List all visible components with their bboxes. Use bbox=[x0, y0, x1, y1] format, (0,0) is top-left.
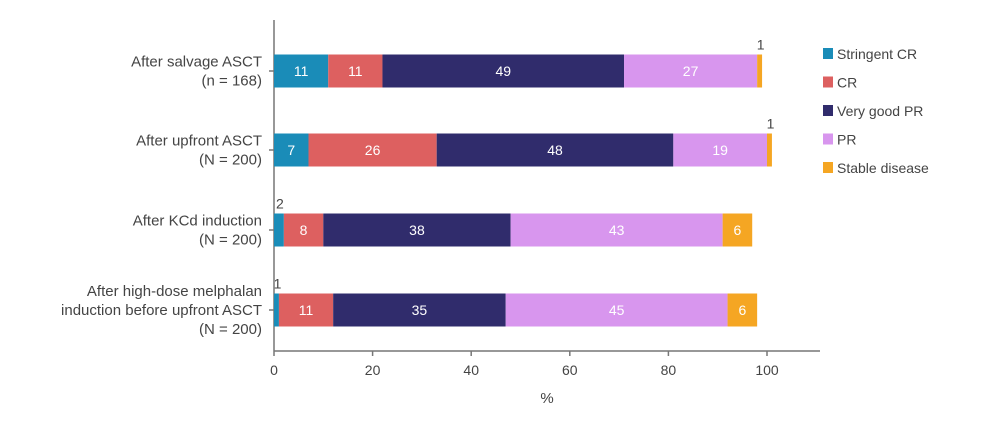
bar-segment-stringent-cr bbox=[274, 293, 279, 327]
data-label: 48 bbox=[547, 142, 563, 158]
data-label: 8 bbox=[300, 222, 308, 238]
category-label: (N = 200) bbox=[199, 321, 262, 338]
category-label: (N = 200) bbox=[199, 152, 262, 169]
bar-segment-cr bbox=[308, 133, 437, 167]
x-axis-label: % bbox=[540, 390, 553, 407]
data-label: 11 bbox=[294, 63, 309, 79]
x-tick-label: 80 bbox=[661, 362, 677, 378]
category-label: After KCd induction bbox=[133, 213, 262, 230]
bar-segment-cr bbox=[328, 54, 383, 88]
data-label: 1 bbox=[274, 276, 282, 292]
bar-segment-very-good-pr bbox=[436, 133, 674, 167]
x-tick-label: 100 bbox=[755, 362, 779, 378]
legend-label: PR bbox=[837, 132, 856, 148]
legend-label: Stringent CR bbox=[837, 46, 917, 62]
bar-segment-stringent-cr bbox=[274, 213, 284, 247]
category-label: induction before upfront ASCT bbox=[61, 302, 262, 319]
legend-swatch bbox=[823, 162, 833, 173]
data-label: 7 bbox=[287, 142, 295, 158]
legend-swatch bbox=[823, 105, 833, 116]
bar-segment-pr bbox=[624, 54, 758, 88]
bar-segment-stringent-cr bbox=[274, 133, 309, 167]
x-tick-label: 0 bbox=[270, 362, 278, 378]
data-label: 1 bbox=[757, 37, 765, 53]
legend-label: Very good PR bbox=[837, 103, 923, 119]
x-tick-label: 40 bbox=[463, 362, 479, 378]
legend-swatch bbox=[823, 76, 833, 88]
bar-segment-stable-disease bbox=[722, 213, 753, 247]
bar-segment-stable-disease bbox=[757, 54, 763, 88]
category-label: (n = 168) bbox=[202, 73, 262, 90]
data-label: 26 bbox=[365, 142, 381, 158]
bar-segment-very-good-pr bbox=[382, 54, 625, 88]
data-label: 6 bbox=[734, 222, 742, 238]
legend-label: Stable disease bbox=[837, 160, 929, 176]
data-label: 38 bbox=[409, 222, 425, 238]
data-label: 1 bbox=[767, 116, 775, 132]
data-label: 45 bbox=[609, 302, 625, 318]
legend-label: CR bbox=[837, 75, 857, 91]
bar-segment-stable-disease bbox=[767, 133, 772, 167]
data-label: 43 bbox=[609, 222, 625, 238]
data-label: 27 bbox=[683, 63, 699, 79]
bar-segment-stable-disease bbox=[727, 293, 758, 327]
bar-segment-stringent-cr bbox=[274, 54, 329, 88]
data-label: 19 bbox=[712, 142, 728, 158]
bar-segment-very-good-pr bbox=[323, 213, 511, 247]
x-tick-label: 60 bbox=[562, 362, 578, 378]
bar-segment-cr bbox=[278, 293, 334, 327]
category-label: After high-dose melphalan bbox=[87, 283, 262, 300]
bar-segment-pr bbox=[505, 293, 728, 327]
category-label: (N = 200) bbox=[199, 232, 262, 249]
bar-segment-pr bbox=[673, 133, 767, 167]
category-label: After upfront ASCT bbox=[136, 133, 262, 150]
data-label: 35 bbox=[412, 302, 428, 318]
data-label: 6 bbox=[738, 302, 746, 318]
category-label: After salvage ASCT bbox=[131, 54, 262, 71]
bar-segment-cr bbox=[283, 213, 324, 247]
data-label: 11 bbox=[348, 63, 363, 79]
x-tick-label: 20 bbox=[365, 362, 381, 378]
data-label: 49 bbox=[495, 63, 511, 79]
legend-swatch bbox=[823, 133, 833, 145]
data-label: 11 bbox=[299, 302, 314, 318]
bar-segment-pr bbox=[510, 213, 723, 247]
legend-swatch bbox=[823, 48, 833, 59]
data-label: 2 bbox=[276, 196, 284, 212]
bar-segment-very-good-pr bbox=[333, 293, 506, 327]
